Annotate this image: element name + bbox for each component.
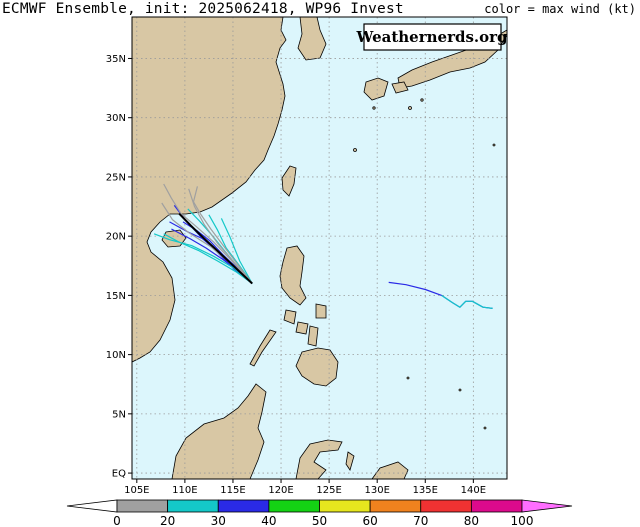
legend-title: color = max wind (kt) — [484, 2, 636, 16]
colorbar-label: 0 — [113, 514, 121, 527]
colorbar-label: 20 — [160, 514, 175, 527]
lat-tick-label: 25N — [106, 172, 126, 183]
japan-kyushu — [363, 77, 389, 101]
mindoro — [283, 309, 297, 325]
island — [483, 426, 487, 430]
lat-tick-label: 10N — [106, 350, 126, 361]
colorbar-box — [319, 499, 371, 513]
samar — [315, 303, 327, 319]
negros-cebu — [307, 325, 319, 347]
colorbar-box — [217, 499, 270, 513]
korea — [297, 17, 327, 61]
mindanao — [295, 347, 339, 387]
taiwan — [281, 165, 297, 197]
colorbar-box — [268, 499, 320, 513]
colorbar-label: 60 — [362, 514, 377, 527]
lat-tick-label: 35N — [106, 54, 126, 65]
island — [353, 148, 357, 152]
island — [458, 388, 462, 392]
palawan — [249, 329, 277, 367]
sulawesi — [295, 439, 343, 479]
japan-shikoku — [391, 81, 409, 94]
new-guinea — [371, 461, 409, 479]
lat-tick-label: 20N — [106, 232, 126, 243]
lat-tick-label: EQ — [112, 469, 126, 480]
land-layer — [132, 17, 507, 479]
colorbar: 0 20 30 40 50 60 70 80 100 — [66, 499, 573, 527]
island — [408, 106, 412, 110]
colorbar-label: 40 — [261, 514, 276, 527]
colorbar-label: 100 — [511, 514, 534, 527]
lon-tick-label: 120E — [268, 485, 293, 496]
storm-track — [163, 233, 253, 284]
colorbar-label: 50 — [312, 514, 327, 527]
colorbar-max-arrow — [521, 499, 573, 513]
colorbar-min-arrow — [66, 499, 118, 513]
watermark: Weathernerds.org — [355, 23, 508, 51]
island — [420, 98, 424, 102]
storm-track — [178, 212, 253, 285]
colorbar-box — [116, 499, 169, 513]
colorbar-label: 30 — [211, 514, 226, 527]
mainland-asia — [132, 17, 287, 363]
storm-track — [441, 294, 493, 309]
colorbar-label: 80 — [464, 514, 479, 527]
lat-tick-label: 15N — [106, 291, 126, 302]
figure-title: ECMWF Ensemble, init: 2025062418, WP96 I… — [2, 1, 404, 17]
island — [372, 106, 376, 110]
plot-frame — [131, 16, 508, 480]
storm-track — [188, 188, 253, 284]
watermark-text: Weathernerds.org — [355, 28, 508, 46]
lon-tick-label: 140E — [461, 485, 486, 496]
axis-ticks: 35N 30N 25N 20N 15N 10N 5N EQ 105E 110E 115E 120E 12… — [106, 54, 486, 496]
colorbar-label: 70 — [413, 514, 428, 527]
lat-tick-label: 5N — [112, 409, 126, 420]
lon-tick-label: 115E — [220, 485, 245, 496]
storm-track — [192, 186, 253, 284]
colorbar-box — [369, 499, 422, 513]
halmahera — [345, 451, 355, 471]
lat-tick-label: 30N — [106, 113, 126, 124]
lon-tick-label: 110E — [172, 485, 197, 496]
panay — [295, 321, 309, 335]
borneo — [171, 383, 267, 479]
storm-track — [153, 233, 253, 284]
colorbar-box — [470, 499, 523, 513]
storm-track — [220, 218, 253, 284]
colorbar-box — [420, 499, 472, 513]
storm-track — [163, 183, 253, 284]
colorbar-box — [167, 499, 219, 513]
lon-tick-label: 135E — [413, 485, 438, 496]
gridlines — [132, 17, 507, 479]
lon-tick-label: 105E — [124, 485, 149, 496]
lon-tick-label: 125E — [316, 485, 341, 496]
island — [492, 143, 496, 147]
luzon — [279, 245, 307, 306]
island — [406, 376, 410, 380]
ensemble-tracks — [153, 183, 493, 309]
lon-tick-label: 130E — [364, 485, 389, 496]
